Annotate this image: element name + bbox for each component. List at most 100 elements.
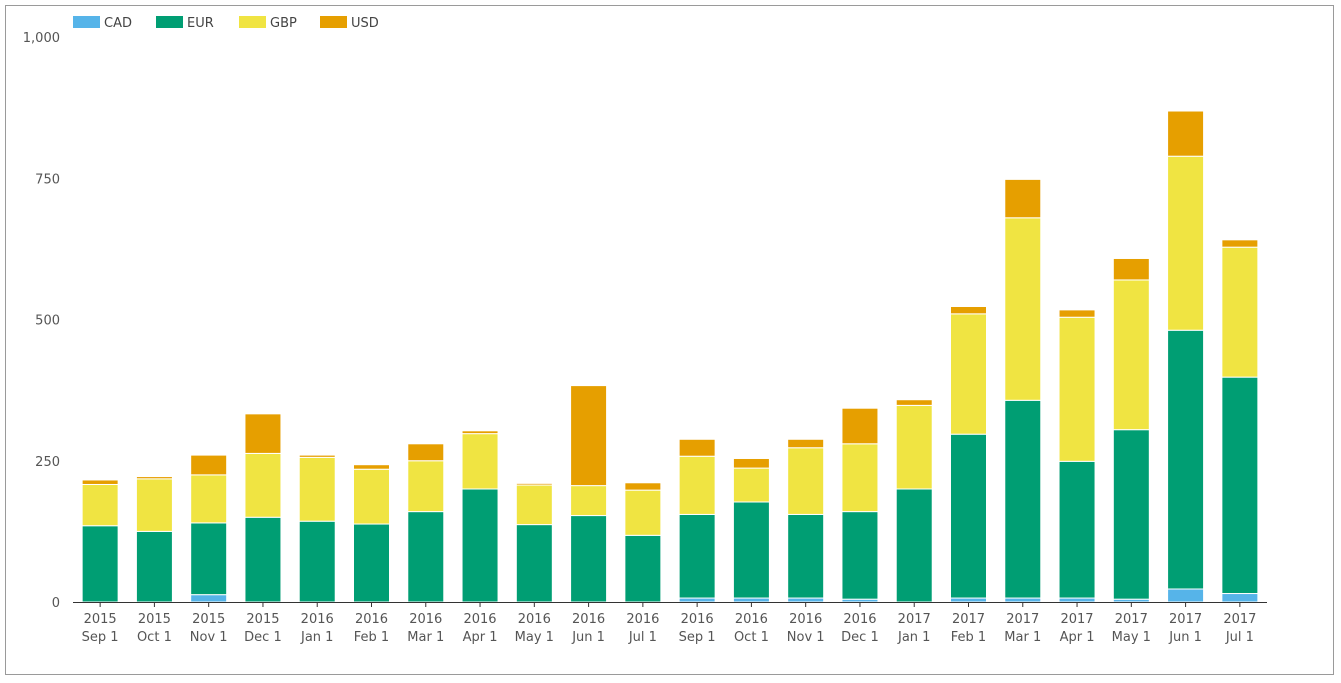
bar-segment-eur[interactable] [1004, 399, 1042, 599]
bar-segment-cad[interactable] [1221, 593, 1259, 603]
bar-segment-eur[interactable] [353, 523, 390, 603]
legend-swatch-gbp[interactable] [239, 16, 266, 28]
bar-segment-usd[interactable] [841, 407, 879, 445]
bar-segment-usd[interactable] [1058, 309, 1096, 318]
bar-segment-usd[interactable] [732, 457, 770, 469]
bar-segment-gbp[interactable] [1167, 155, 1205, 331]
bar-segment-gbp[interactable] [190, 474, 228, 524]
bar-segment-cad[interactable] [732, 597, 770, 603]
bar-segment-gbp[interactable] [841, 443, 879, 513]
bar-segment-gbp[interactable] [1112, 279, 1150, 431]
x-tick-label-date: Jun 1 [571, 630, 605, 645]
bar-segment-eur[interactable] [1112, 429, 1150, 600]
legend-swatch-usd[interactable] [320, 16, 347, 28]
bar-segment-usd[interactable] [81, 479, 119, 485]
bar-segment-gbp[interactable] [298, 456, 336, 522]
bar-segment-eur[interactable] [1221, 376, 1259, 595]
bar-segment-cad[interactable] [1167, 588, 1205, 603]
bar-segment-eur[interactable] [298, 520, 336, 603]
bar-segment-eur[interactable] [570, 515, 608, 603]
bar-segment-usd[interactable] [407, 443, 445, 462]
bar-segment-usd[interactable] [678, 438, 716, 457]
bar-segment-gbp[interactable] [407, 460, 445, 513]
bar-segment-eur[interactable] [1058, 460, 1096, 599]
bar-segment-eur[interactable] [135, 530, 173, 603]
bar-segment-eur[interactable] [678, 513, 716, 599]
x-tick-label-year: 2016 [572, 612, 605, 627]
bar-segment-usd[interactable] [570, 385, 608, 487]
legend-swatch-eur[interactable] [156, 16, 183, 28]
x-tick-label-date: Sep 1 [679, 630, 716, 645]
bar-segment-eur[interactable] [190, 522, 228, 596]
bar-segment-usd[interactable] [461, 430, 499, 435]
bar-segment-usd[interactable] [1221, 239, 1259, 248]
x-tick-label-year: 2017 [1223, 612, 1256, 627]
bar-segment-gbp[interactable] [81, 483, 119, 527]
bar-segment-usd[interactable] [1004, 178, 1042, 219]
bar-segment-eur[interactable] [841, 511, 879, 600]
bar-segment-usd[interactable] [515, 482, 553, 486]
x-tick-label-year: 2016 [735, 612, 768, 627]
bar-segment-eur[interactable] [515, 524, 553, 603]
legend-label-usd[interactable]: USD [351, 16, 379, 31]
legend-label-cad[interactable]: CAD [104, 16, 132, 31]
bar-segment-eur[interactable] [787, 513, 825, 599]
bar-segment-cad[interactable] [678, 597, 716, 603]
bar-segment-gbp[interactable] [135, 478, 173, 532]
x-tick-label-year: 2016 [681, 612, 714, 627]
bar-segment-gbp[interactable] [895, 404, 933, 490]
bar-segment-eur[interactable] [407, 511, 445, 603]
bar-segment-usd[interactable] [135, 476, 173, 480]
bar-segment-usd[interactable] [244, 413, 282, 454]
bar-segment-usd[interactable] [895, 399, 933, 406]
x-tick-label-year: 2017 [898, 612, 931, 627]
bar-segment-gbp[interactable] [1004, 217, 1042, 401]
bar-segment-cad[interactable] [950, 597, 987, 603]
bar-segment-usd[interactable] [1112, 257, 1150, 281]
bar-segment-eur[interactable] [895, 488, 933, 603]
bar-segment-eur[interactable] [244, 516, 282, 603]
y-axis: 0 250 500 750 1,000 [23, 31, 60, 611]
bar-segment-usd[interactable] [624, 482, 662, 491]
bar-segment-usd[interactable] [950, 306, 987, 315]
y-tick-label: 1,000 [23, 31, 60, 46]
bar-segment-gbp[interactable] [624, 489, 662, 536]
x-tick-label-date: Apr 1 [1060, 630, 1095, 645]
x-tick-label-date: Jan 1 [897, 630, 930, 645]
bar-segment-cad[interactable] [1058, 597, 1096, 603]
bar-segment-gbp[interactable] [461, 433, 499, 490]
bar-segment-gbp[interactable] [515, 484, 553, 526]
bar-segment-eur[interactable] [624, 534, 662, 603]
bar-segment-gbp[interactable] [950, 313, 987, 435]
bar-segment-gbp[interactable] [353, 468, 390, 525]
x-tick-label-date: Dec 1 [244, 630, 282, 645]
legend-label-gbp[interactable]: GBP [270, 16, 297, 31]
bar-segment-cad[interactable] [1004, 597, 1042, 603]
bar-segment-eur[interactable] [81, 525, 119, 603]
bar-segment-gbp[interactable] [678, 455, 716, 515]
bar-segment-eur[interactable] [950, 433, 987, 599]
bar-segment-usd[interactable] [190, 454, 228, 476]
bar-segment-gbp[interactable] [787, 447, 825, 515]
bar-segment-usd[interactable] [1167, 110, 1205, 157]
bar-segment-gbp[interactable] [570, 485, 608, 517]
x-tick-label-date: Nov 1 [787, 630, 825, 645]
bar-segment-gbp[interactable] [1221, 246, 1259, 378]
bar-segment-eur[interactable] [1167, 329, 1205, 590]
bar-segment-eur[interactable] [461, 488, 499, 603]
bar-segment-cad[interactable] [190, 594, 228, 603]
bar-segment-usd[interactable] [353, 464, 390, 470]
bar-segment-eur[interactable] [732, 501, 770, 599]
legend-label-eur[interactable]: EUR [187, 16, 214, 31]
x-tick-label-year: 2017 [1115, 612, 1148, 627]
bar-segment-gbp[interactable] [732, 467, 770, 503]
legend-swatch-cad[interactable] [73, 16, 100, 28]
x-tick-label-date: Sep 1 [82, 630, 119, 645]
x-tick-label-date: May 1 [515, 630, 554, 645]
bar-segment-usd[interactable] [298, 454, 336, 458]
bar-segment-usd[interactable] [787, 438, 825, 449]
bar-segment-gbp[interactable] [244, 452, 282, 518]
x-tick-label-date: Feb 1 [951, 630, 986, 645]
bar-segment-cad[interactable] [787, 597, 825, 603]
bar-segment-gbp[interactable] [1058, 316, 1096, 462]
